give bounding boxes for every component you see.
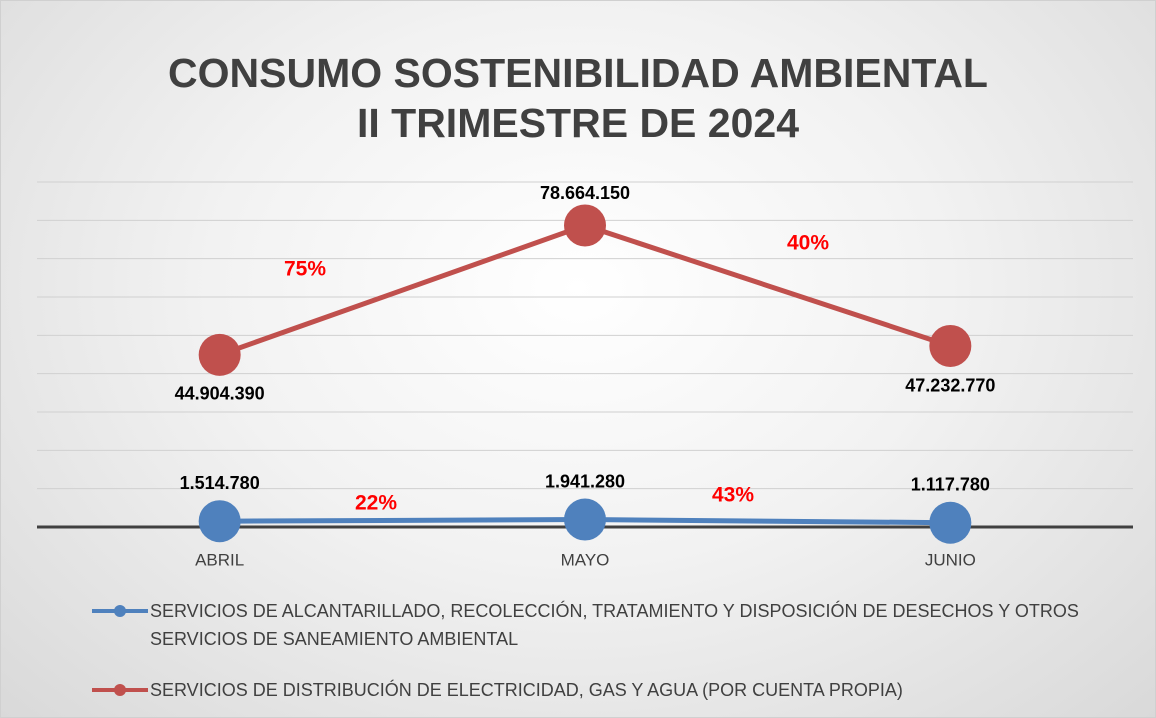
legend-label: SERVICIOS DE DISTRIBUCIÓN DE ELECTRICIDA… [150,680,903,700]
chart-title: CONSUMO SOSTENIBILIDAD AMBIENTAL [168,50,988,96]
chart-title: II TRIMESTRE DE 2024 [357,100,799,146]
marker [929,324,972,367]
marker [929,501,972,544]
data-label: 47.232.770 [905,376,995,396]
legend-label: SERVICIOS DE ALCANTARILLADO, RECOLECCIÓN… [150,601,1079,649]
marker [564,498,606,541]
legend-item: SERVICIOS DE ALCANTARILLADO, RECOLECCIÓN… [92,597,1092,653]
annotation: 40% [787,232,829,255]
marker [198,333,241,376]
legend-item: SERVICIOS DE DISTRIBUCIÓN DE ELECTRICIDA… [92,676,1092,704]
data-label: 78.664.150 [540,183,630,203]
legend-swatch [92,605,148,617]
data-label: 1.514.780 [180,473,260,493]
x-tick-label: JUNIO [925,550,976,569]
annotation: 75% [284,258,326,281]
annotation: 22% [355,492,397,515]
marker [564,204,606,247]
legend-swatch [92,684,148,696]
x-tick-label: MAYO [561,550,610,569]
x-tick-label: ABRIL [195,550,244,569]
annotation: 43% [712,484,754,507]
marker [198,500,241,543]
data-label: 44.904.390 [175,384,265,404]
data-label: 1.117.780 [911,474,990,494]
data-label: 1.941.280 [545,471,625,491]
